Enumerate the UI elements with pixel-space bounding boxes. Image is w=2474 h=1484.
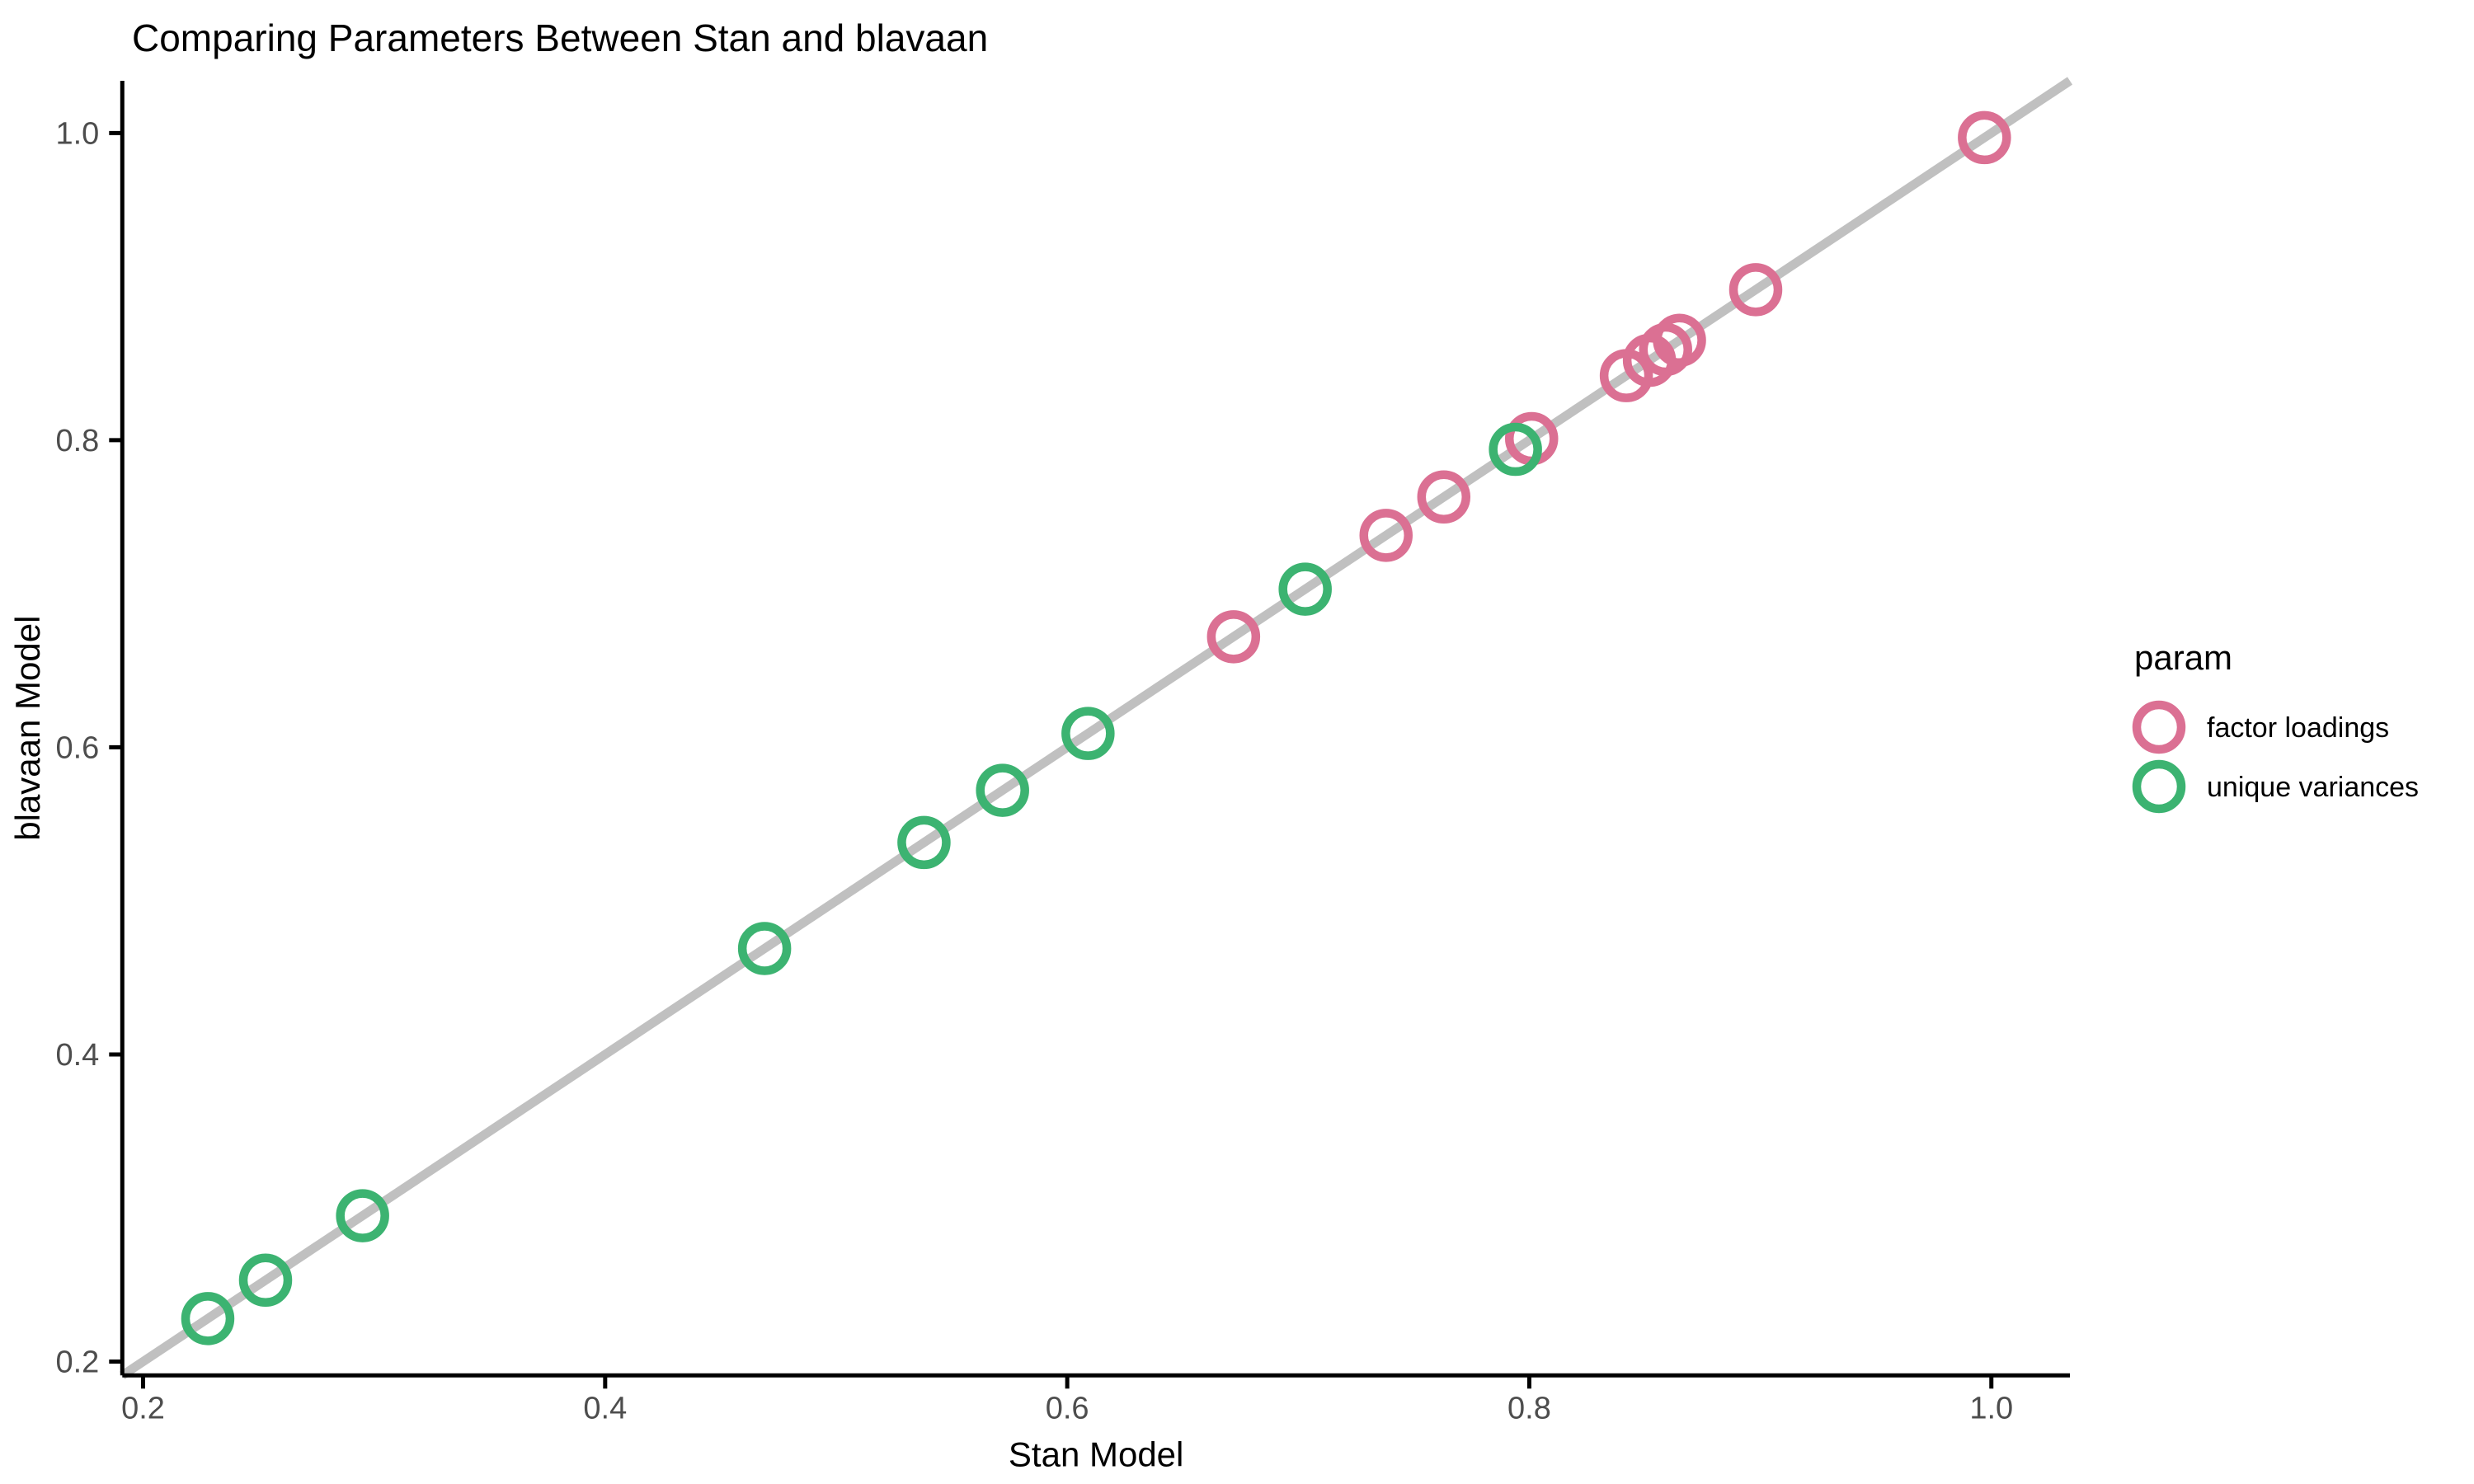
legend-label-unique-variances: unique variances xyxy=(2207,772,2419,803)
y-ticks: 0.2 0.4 0.6 0.8 1.0 xyxy=(55,116,123,1380)
y-tick-label: 1.0 xyxy=(55,116,99,151)
y-tick-label: 0.8 xyxy=(55,424,99,458)
data-point-unique-variances xyxy=(737,922,792,975)
data-point-unique-variances xyxy=(336,1189,389,1242)
chart-title: Comparing Parameters Between Stan and bl… xyxy=(132,16,988,59)
plot-panel: 0.2 0.4 0.6 0.8 1.0 Stan Model 0.2 0.4 0.6 0.8 1… xyxy=(8,77,2073,1473)
legend-title: param xyxy=(2134,638,2232,677)
y-tick-label: 0.2 xyxy=(55,1345,99,1380)
data-point-unique-variances xyxy=(897,815,951,870)
data-point-unique-variances xyxy=(1061,707,1115,760)
data-point-unique-variances xyxy=(181,1292,235,1345)
x-axis-title: Stan Model xyxy=(1009,1435,1183,1473)
legend-label-factor-loadings: factor loadings xyxy=(2207,712,2389,744)
identity-reference-line xyxy=(120,77,2073,1379)
legend-key-factor-loadings xyxy=(2132,700,2186,754)
data-point-factor-loadings xyxy=(1729,263,1783,317)
data-point-factor-loadings xyxy=(1653,313,1706,368)
y-axis: 0.2 0.4 0.6 0.8 1.0 blavaan Model xyxy=(8,81,125,1380)
x-tick-label: 0.2 xyxy=(121,1391,165,1425)
data-point-unique-variances xyxy=(1278,562,1332,616)
x-tick-label: 0.4 xyxy=(583,1391,627,1425)
points-layer xyxy=(181,110,2011,1345)
data-point-unique-variances xyxy=(976,763,1029,817)
legend: param factor loadings unique variances xyxy=(2132,638,2419,814)
y-tick-label: 0.6 xyxy=(55,730,99,765)
x-axis: 0.2 0.4 0.6 0.8 1.0 Stan Model xyxy=(121,1373,2070,1473)
data-point-factor-loadings xyxy=(1359,509,1413,562)
data-point-factor-loadings xyxy=(1958,110,2011,165)
y-axis-title: blavaan Model xyxy=(8,616,47,841)
y-tick-label: 0.4 xyxy=(55,1038,99,1073)
x-ticks: 0.2 0.4 0.6 0.8 1.0 xyxy=(121,1375,2013,1425)
x-tick-label: 0.8 xyxy=(1507,1391,1551,1425)
x-tick-label: 0.6 xyxy=(1046,1391,1089,1425)
data-point-unique-variances xyxy=(238,1253,293,1308)
legend-key-unique-variances xyxy=(2132,759,2186,814)
data-point-factor-loadings xyxy=(1417,470,1471,524)
data-point-factor-loadings xyxy=(1206,610,1261,664)
x-tick-label: 1.0 xyxy=(1969,1391,2013,1425)
data-point-unique-variances xyxy=(1489,422,1542,477)
legend-items: factor loadings unique variances xyxy=(2132,700,2419,814)
